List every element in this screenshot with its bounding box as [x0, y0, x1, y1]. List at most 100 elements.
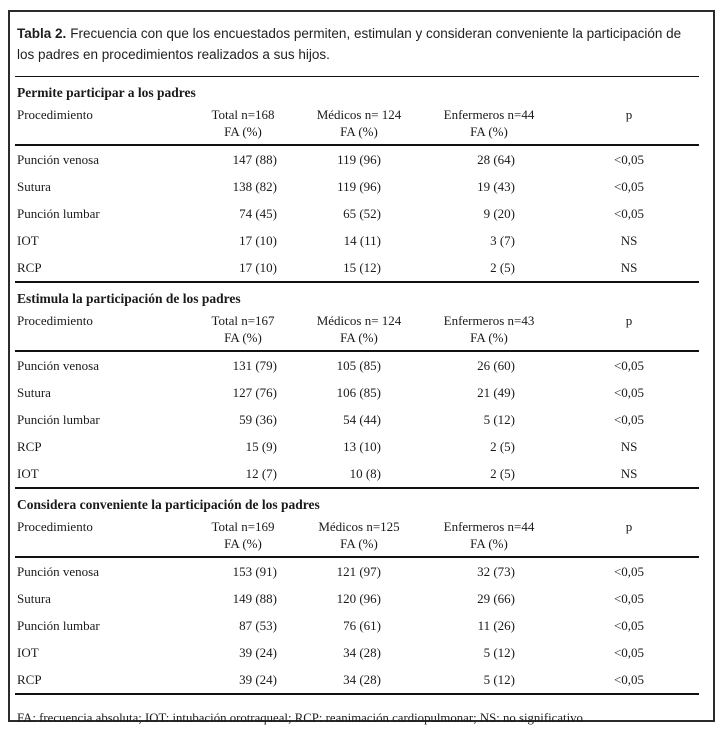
table-section: Estimula la participación de los padres P…: [15, 283, 699, 489]
cell-procedure: Punción lumbar: [17, 412, 100, 427]
section-title: Estimula la participación de los padres: [17, 291, 241, 306]
column-header-enfermeros: Enfermeros n=43 FA (%): [443, 313, 535, 345]
cell-p: <0,05: [613, 206, 645, 221]
cell-medicos: 15 (12): [343, 260, 381, 275]
cell-procedure: Sutura: [17, 591, 51, 606]
table-row: RCP 39 (24) 34 (28) 5 (12) <0,05: [15, 666, 699, 693]
cell-enfermeros: 5 (12): [483, 672, 515, 687]
header-divider: [15, 350, 699, 352]
table-sections: Permite participar a los padres Procedimi…: [15, 77, 699, 695]
table-caption: Tabla 2. Frecuencia con que los encuestad…: [15, 21, 699, 65]
cell-enfermeros: 19 (43): [477, 179, 515, 194]
cell-procedure: Sutura: [17, 385, 51, 400]
cell-procedure: IOT: [17, 466, 39, 481]
cell-p: <0,05: [613, 645, 645, 660]
cell-enfermeros: 9 (20): [483, 206, 515, 221]
cell-medicos: 119 (96): [337, 152, 381, 167]
column-header-medicos: Médicos n= 124 FA (%): [316, 107, 402, 139]
cell-medicos: 120 (96): [336, 591, 381, 606]
section-title: Permite participar a los padres: [17, 85, 196, 100]
column-header-row: Procedimiento Total n=169 FA (%) Médicos n…: [15, 515, 699, 556]
cell-total: 87 (53): [239, 618, 277, 633]
table-row: Punción lumbar 74 (45) 65 (52) 9 (20) <0,05: [15, 200, 699, 227]
cell-medicos: 106 (85): [336, 385, 381, 400]
cell-enfermeros: 5 (12): [483, 412, 515, 427]
cell-procedure: Punción lumbar: [17, 618, 100, 633]
table-row: Punción venosa 153 (91) 121 (97) 32 (73) <0,…: [15, 558, 699, 585]
cell-enfermeros: 5 (12): [483, 645, 515, 660]
column-header-row: Procedimiento Total n=167 FA (%) Médicos n…: [15, 309, 699, 350]
header-divider: [15, 556, 699, 558]
cell-medicos: 13 (10): [343, 439, 381, 454]
cell-enfermeros: 32 (73): [477, 564, 515, 579]
cell-medicos: 76 (61): [343, 618, 381, 633]
cell-procedure: IOT: [17, 645, 39, 660]
table-frame: Tabla 2. Frecuencia con que los encuestad…: [8, 10, 715, 725]
cell-total: 74 (45): [239, 206, 277, 221]
column-header-total: Total n=167 FA (%): [211, 313, 275, 345]
section-title: Considera conveniente la participación d…: [17, 497, 320, 512]
cell-p: <0,05: [613, 672, 645, 687]
section-divider: [15, 693, 699, 695]
table-row: Punción lumbar 59 (36) 54 (44) 5 (12) <0,05: [15, 406, 699, 433]
cell-enfermeros: 2 (5): [490, 260, 515, 275]
column-header-total: Total n=169 FA (%): [211, 519, 275, 551]
cell-medicos: 121 (97): [336, 564, 381, 579]
table-row: Sutura 149 (88) 120 (96) 29 (66) <0,05: [15, 585, 699, 612]
cell-enfermeros: 2 (5): [490, 466, 515, 481]
column-header-medicos: Médicos n=125 FA (%): [318, 519, 400, 551]
cell-total: 17 (10): [239, 233, 277, 248]
table-section: Considera conveniente la participación d…: [15, 489, 699, 695]
cell-p: <0,05: [613, 412, 645, 427]
cell-enfermeros: 26 (60): [477, 358, 515, 373]
column-header-procedure: Procedimiento: [17, 519, 93, 534]
cell-total: 131 (79): [232, 358, 277, 373]
cell-p: <0,05: [613, 385, 645, 400]
cell-procedure: RCP: [17, 260, 42, 275]
table-number-label: Tabla 2.: [17, 26, 67, 41]
section-divider: [15, 487, 699, 489]
table-section: Permite participar a los padres Procedimi…: [15, 77, 699, 283]
column-header-procedure: Procedimiento: [17, 313, 93, 328]
cell-total: 153 (91): [232, 564, 277, 579]
table-row: RCP 15 (9) 13 (10) 2 (5) NS: [15, 433, 699, 460]
cell-procedure: Sutura: [17, 179, 51, 194]
cell-p: <0,05: [613, 358, 645, 373]
cell-procedure: RCP: [17, 672, 42, 687]
column-header-medicos: Médicos n= 124 FA (%): [316, 313, 402, 345]
cell-medicos: 65 (52): [343, 206, 381, 221]
cell-total: 12 (7): [245, 466, 277, 481]
cell-enfermeros: 11 (26): [477, 618, 515, 633]
header-divider: [15, 144, 699, 146]
column-header-enfermeros: Enfermeros n=44 FA (%): [443, 107, 535, 139]
cell-p: <0,05: [613, 591, 645, 606]
cell-total: 15 (9): [245, 439, 277, 454]
cell-total: 127 (76): [232, 385, 277, 400]
table-row: Punción venosa 131 (79) 105 (85) 26 (60) <0,…: [15, 352, 699, 379]
title-divider: [15, 76, 699, 77]
cell-medicos: 14 (11): [343, 233, 381, 248]
table-row: IOT 39 (24) 34 (28) 5 (12) <0,05: [15, 639, 699, 666]
cell-enfermeros: 2 (5): [490, 439, 515, 454]
cell-total: 59 (36): [239, 412, 277, 427]
table-row: RCP 17 (10) 15 (12) 2 (5) NS: [15, 254, 699, 281]
cell-total: 138 (82): [232, 179, 277, 194]
cell-procedure: Punción venosa: [17, 358, 99, 373]
cell-p: <0,05: [613, 564, 645, 579]
table-caption-text: Frecuencia con que los encuestados permi…: [17, 26, 682, 62]
cell-total: 39 (24): [239, 645, 277, 660]
column-header-total: Total n=168 FA (%): [211, 107, 275, 139]
cell-medicos: 105 (85): [336, 358, 381, 373]
cell-procedure: RCP: [17, 439, 42, 454]
cell-total: 39 (24): [239, 672, 277, 687]
cell-enfermeros: 21 (49): [477, 385, 515, 400]
cell-procedure: Punción venosa: [17, 564, 99, 579]
cell-p: <0,05: [613, 179, 645, 194]
column-header-enfermeros: Enfermeros n=44 FA (%): [443, 519, 535, 551]
cell-total: 17 (10): [239, 260, 277, 275]
cell-medicos: 34 (28): [343, 672, 381, 687]
section-divider: [15, 281, 699, 283]
cell-procedure: Punción lumbar: [17, 206, 100, 221]
table-row: Sutura 127 (76) 106 (85) 21 (49) <0,05: [15, 379, 699, 406]
table-row: IOT 12 (7) 10 (8) 2 (5) NS: [15, 460, 699, 487]
